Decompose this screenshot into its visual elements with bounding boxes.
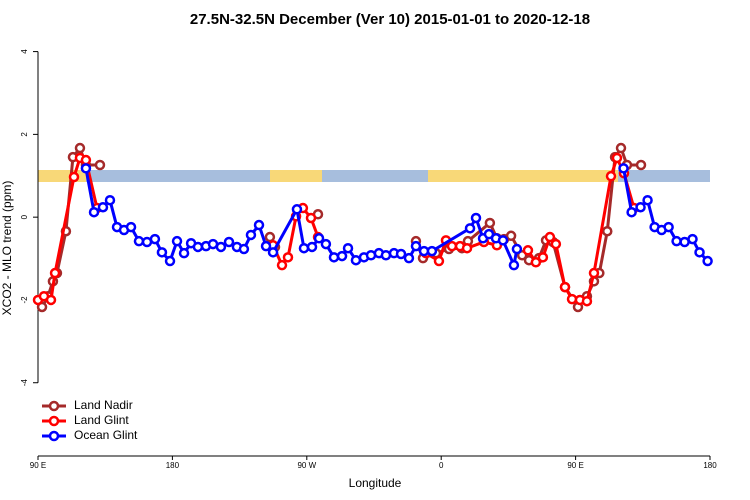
point — [611, 152, 623, 164]
point — [149, 233, 161, 245]
y-tick-label: -4 — [20, 379, 29, 387]
point — [223, 236, 235, 248]
point — [133, 235, 145, 247]
point — [581, 295, 593, 307]
point — [497, 235, 509, 246]
x-tick-label: 180 — [703, 461, 717, 470]
point — [470, 212, 482, 224]
y-axis-label: XCO2 - MLO trend (ppm) — [0, 181, 14, 316]
point — [663, 221, 674, 233]
point — [192, 241, 204, 253]
point — [253, 219, 265, 231]
point — [313, 233, 325, 244]
point — [426, 245, 438, 257]
point — [403, 252, 415, 264]
point — [267, 247, 279, 258]
point — [178, 247, 190, 259]
point — [410, 240, 422, 252]
point — [635, 159, 647, 171]
point — [530, 257, 542, 268]
point — [433, 255, 445, 267]
point — [336, 250, 348, 262]
map-strip — [38, 170, 710, 182]
x-tick-label: 90 E — [567, 461, 583, 470]
point — [395, 248, 407, 260]
point — [74, 142, 86, 154]
point — [282, 252, 294, 263]
point — [511, 243, 523, 255]
point — [544, 231, 556, 243]
point — [88, 206, 100, 218]
point — [687, 233, 698, 245]
point — [642, 194, 653, 206]
point — [605, 170, 617, 182]
land-band — [428, 170, 618, 182]
point — [522, 245, 534, 256]
point — [461, 242, 473, 254]
point — [164, 255, 176, 267]
point — [537, 252, 549, 263]
point — [350, 254, 362, 266]
point — [618, 163, 629, 174]
chart-title: 27.5N-32.5N December (Ver 10) 2015-01-01… — [190, 11, 590, 28]
point — [104, 194, 116, 206]
legend-label: Land Nadir — [74, 398, 133, 412]
point — [380, 249, 392, 261]
legend-label: Ocean Glint — [74, 428, 138, 442]
point — [694, 247, 705, 258]
point — [97, 201, 109, 213]
x-tick-label: 180 — [166, 461, 180, 470]
point — [588, 267, 600, 279]
legend-marker — [48, 400, 60, 412]
point — [156, 247, 168, 258]
point — [626, 206, 637, 218]
point — [45, 294, 57, 306]
point — [264, 231, 276, 243]
point — [171, 235, 183, 247]
x-tick-label: 0 — [439, 461, 444, 470]
point — [559, 281, 571, 293]
point — [702, 255, 713, 267]
point — [260, 240, 272, 252]
point — [508, 259, 520, 271]
y-tick-label: 0 — [20, 214, 29, 219]
point — [291, 204, 303, 215]
y-tick-label: 2 — [20, 132, 29, 137]
point — [49, 267, 61, 279]
point — [464, 223, 476, 234]
point — [550, 238, 562, 250]
point — [276, 259, 288, 271]
point — [238, 243, 250, 255]
y-tick-label: 4 — [20, 49, 29, 54]
x-axis-label: Longitude — [349, 476, 402, 490]
point — [446, 240, 458, 252]
point — [635, 201, 646, 213]
point — [484, 217, 496, 229]
legend-marker — [48, 415, 60, 427]
point — [80, 154, 92, 166]
point — [305, 212, 317, 224]
land-band — [270, 170, 322, 182]
legend-label: Land Glint — [74, 413, 129, 427]
point — [298, 242, 310, 254]
point — [80, 163, 92, 174]
point — [505, 230, 517, 242]
point — [342, 242, 354, 254]
point — [125, 221, 137, 233]
x-tick-label: 90 E — [30, 461, 46, 470]
point — [306, 241, 318, 253]
point — [68, 171, 80, 183]
point — [215, 241, 227, 253]
point — [602, 225, 613, 237]
point — [671, 235, 682, 247]
legend-marker — [48, 430, 60, 442]
y-tick-label: -2 — [20, 296, 29, 304]
point — [615, 142, 627, 154]
point — [328, 252, 340, 263]
point — [320, 238, 332, 250]
point — [94, 159, 106, 171]
x-tick-label: 90 W — [297, 461, 316, 470]
point — [245, 229, 257, 241]
